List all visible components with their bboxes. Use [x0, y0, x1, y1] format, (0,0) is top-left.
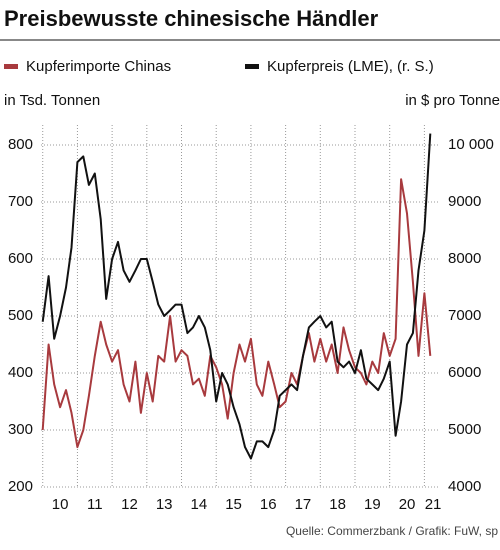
y2-tick-label: 5000: [448, 421, 481, 438]
y-tick-label: 400: [8, 364, 33, 381]
y-axis-label: in Tsd. Tonnen: [4, 92, 100, 109]
y2-tick-label: 6000: [448, 364, 481, 381]
legend-swatch: [4, 64, 18, 69]
x-tick-label: 20: [399, 496, 416, 513]
series-line: [41, 178, 432, 449]
y2-tick-label: 7000: [448, 307, 481, 324]
y2-tick-label: 8000: [448, 250, 481, 267]
x-tick-label: 14: [191, 496, 208, 513]
x-tick-label: 19: [364, 496, 381, 513]
chart-title: Preisbewusste chinesische Händler: [4, 6, 379, 31]
y-tick-label: 600: [8, 250, 33, 267]
y-tick-label: 800: [8, 136, 33, 153]
x-tick-label: 21: [425, 496, 442, 513]
y-tick-label: 300: [8, 421, 33, 438]
series-line: [41, 133, 432, 460]
y2-tick-label: 9000: [448, 193, 481, 210]
x-tick-label: 17: [295, 496, 312, 513]
legend-swatch: [245, 64, 259, 69]
x-tick-label: 16: [260, 496, 277, 513]
y2-tick-label: 10 000: [448, 136, 494, 153]
x-tick-label: 10: [52, 496, 69, 513]
legend-label: Kupferimporte Chinas: [26, 58, 171, 75]
y-tick-label: 200: [8, 478, 33, 495]
y-tick-label: 500: [8, 307, 33, 324]
y-tick-label: 700: [8, 193, 33, 210]
y2-tick-label: 4000: [448, 478, 481, 495]
x-tick-label: 13: [156, 496, 173, 513]
x-tick-label: 12: [121, 496, 138, 513]
x-tick-label: 18: [329, 496, 346, 513]
x-tick-label: 15: [225, 496, 242, 513]
x-tick-label: 11: [87, 496, 103, 513]
legend-label: Kupferpreis (LME), (r. S.): [267, 58, 434, 75]
source: Quelle: Commerzbank / Grafik: FuW, sp: [286, 524, 498, 538]
y2-axis-label: in $ pro Tonne: [405, 92, 500, 109]
